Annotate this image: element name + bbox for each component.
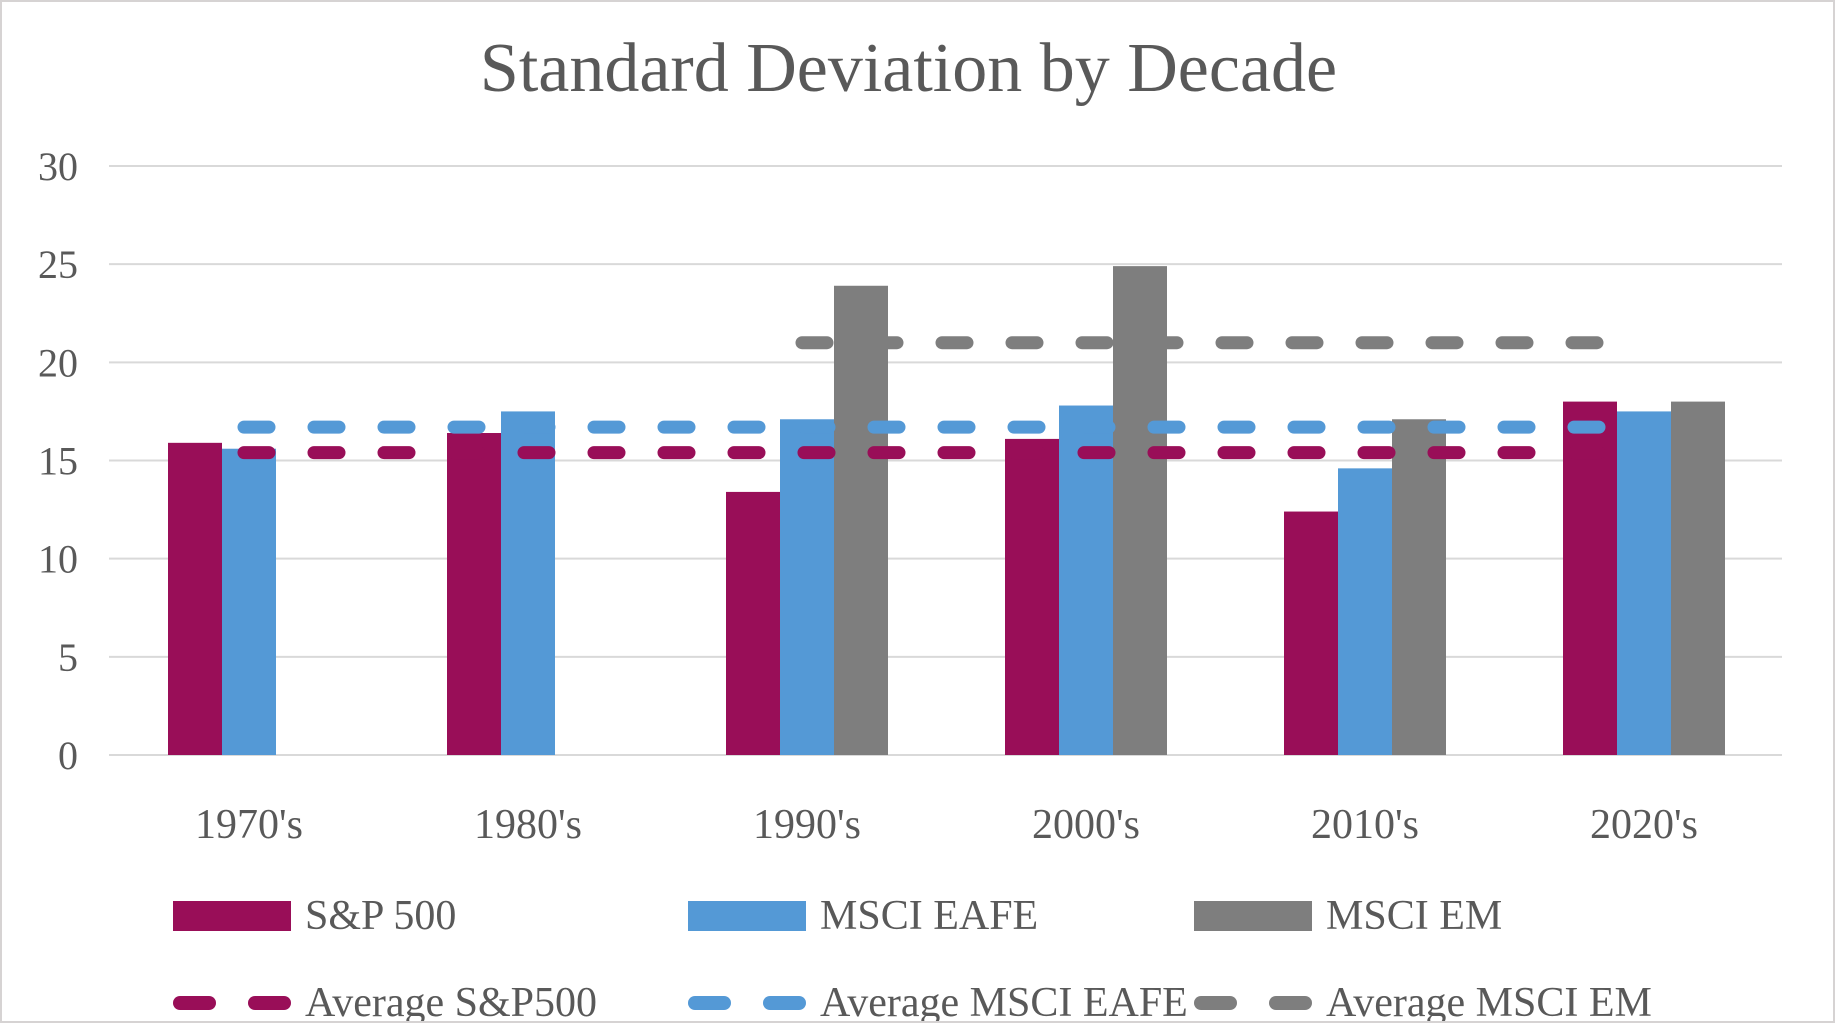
- y-axis-tick-label: 25: [38, 242, 78, 287]
- legend-label: Average S&P500: [305, 980, 598, 1023]
- legend-label: MSCI EM: [1326, 893, 1503, 939]
- bar-msci_em-2010s: [1392, 419, 1446, 755]
- legend-item-msci-eafe: MSCI EAFE: [688, 892, 1038, 940]
- bar-msci_eafe-2000s: [1059, 405, 1113, 755]
- y-axis-tick-label: 15: [38, 439, 78, 484]
- x-axis-category-label: 2000's: [1032, 802, 1140, 848]
- y-axis-tick-label: 30: [38, 144, 78, 189]
- y-axis-tick-label: 5: [58, 635, 78, 680]
- bar-msci_eafe-1970s: [222, 448, 276, 755]
- legend-label: Average MSCI EM: [1326, 980, 1652, 1023]
- x-axis-category-label: 2020's: [1590, 802, 1698, 848]
- y-axis-tick-label: 20: [38, 340, 78, 385]
- msci-eafe-dash-icon: [688, 996, 806, 1010]
- bar-msci_eafe-2020s: [1617, 411, 1671, 755]
- bar-sp500-1970s: [168, 442, 222, 755]
- x-axis-category-label: 1990's: [753, 802, 861, 848]
- y-axis-tick-label: 10: [38, 537, 78, 582]
- bar-msci_em-1990s: [834, 285, 888, 755]
- legend-item-average-msci-eafe: Average MSCI EAFE: [688, 979, 1188, 1023]
- msci-em-dash-icon: [1194, 996, 1312, 1010]
- legend-item-average-msci-em: Average MSCI EM: [1194, 979, 1652, 1023]
- bar-sp500-1990s: [726, 491, 780, 755]
- legend-item-average-sp500: Average S&P500: [173, 979, 598, 1023]
- x-axis-category-label: 1970's: [195, 802, 303, 848]
- legend-label: MSCI EAFE: [820, 893, 1039, 939]
- msci-em-swatch-icon: [1194, 901, 1312, 931]
- bar-sp500-2000s: [1005, 438, 1059, 755]
- x-axis-category-label: 1980's: [474, 802, 582, 848]
- legend-item-sp500: S&P 500: [173, 892, 456, 940]
- chart-title: Standard Deviation by Decade: [479, 30, 1338, 107]
- bar-msci_eafe-1990s: [780, 419, 834, 755]
- y-axis-tick-label: 0: [58, 733, 78, 778]
- legend-label: Average MSCI EAFE: [820, 980, 1188, 1023]
- bar-msci_eafe-2010s: [1338, 468, 1392, 755]
- bar-sp500-1980s: [447, 433, 501, 755]
- bar-sp500-2020s: [1563, 401, 1617, 755]
- bar-msci_eafe-1980s: [501, 411, 555, 755]
- bar-msci_em-2020s: [1671, 401, 1725, 755]
- sp500-swatch-icon: [173, 901, 291, 931]
- legend-item-msci-em: MSCI EM: [1194, 892, 1502, 940]
- legend-label: S&P 500: [305, 893, 457, 939]
- x-axis-category-label: 2010's: [1311, 802, 1419, 848]
- sp500-dash-icon: [173, 996, 291, 1010]
- bar-sp500-2010s: [1284, 511, 1338, 755]
- msci-eafe-swatch-icon: [688, 901, 806, 931]
